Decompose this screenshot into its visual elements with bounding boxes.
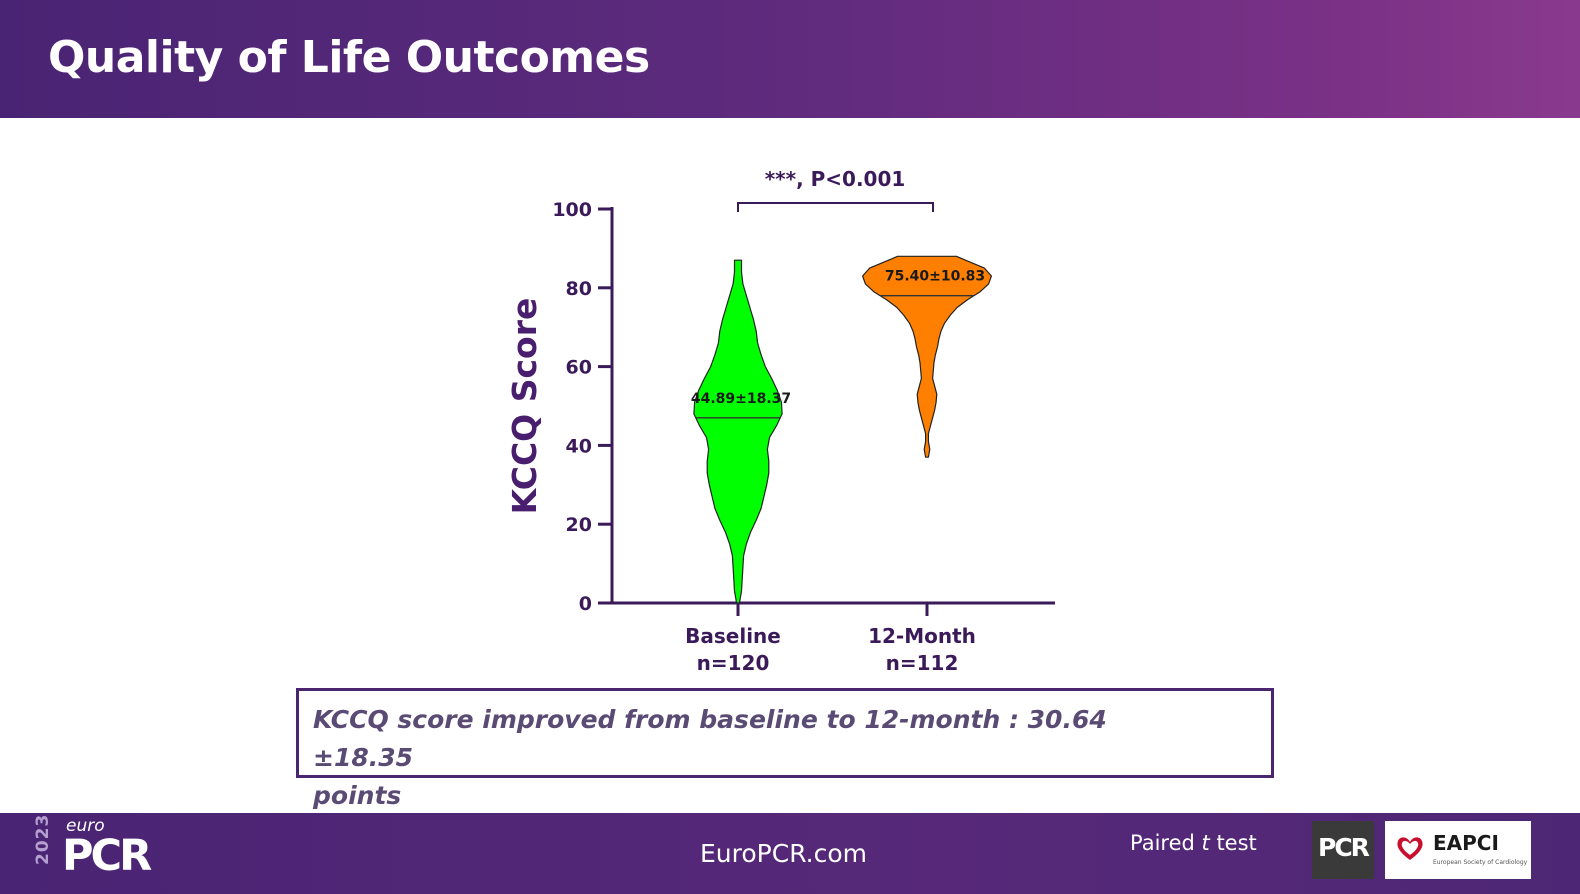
y-tick-label-0: 0 bbox=[579, 593, 592, 615]
eapci-logo-subtext: European Society of Cardiology bbox=[1433, 859, 1528, 866]
statistical-test-note: Paired t test bbox=[1130, 831, 1257, 855]
footer-website[interactable]: EuroPCR.com bbox=[700, 839, 868, 868]
summary-text: KCCQ score improved from baseline to 12-… bbox=[313, 701, 1213, 815]
footer-bar: 2023 euro PCR EuroPCR.com Paired t test … bbox=[0, 813, 1580, 894]
summary-line-2: points bbox=[313, 781, 402, 810]
page-title: Quality of Life Outcomes bbox=[48, 32, 650, 83]
footer-euro: euro bbox=[66, 816, 105, 836]
pcr-logo-text: PCR bbox=[1318, 833, 1370, 862]
test-suffix: test bbox=[1209, 831, 1257, 855]
eapci-logo-text: EAPCI bbox=[1433, 831, 1499, 855]
violin-12-month bbox=[862, 255, 992, 458]
header-bar: Quality of Life Outcomes bbox=[0, 0, 1580, 118]
stat-label-12-month: 75.40±10.83 bbox=[885, 269, 985, 285]
y-tick-label-80: 80 bbox=[566, 278, 592, 300]
chart-svg: 0 20 40 60 80 100 KCCQ Score 44.89±18.37 Baselin… bbox=[505, 167, 1055, 675]
summary-box: KCCQ score improved from baseline to 12-… bbox=[296, 688, 1274, 810]
violin-chart: 0 20 40 60 80 100 KCCQ Score 44.89±18.37 Baselin… bbox=[480, 150, 1100, 685]
significance-label: ***, P<0.001 bbox=[765, 167, 906, 191]
summary-line-1: KCCQ score improved from baseline to 12-… bbox=[313, 705, 1107, 772]
test-prefix: Paired bbox=[1130, 831, 1202, 855]
heart-icon bbox=[1397, 837, 1423, 860]
x-tick-label-baseline: Baseline bbox=[685, 624, 781, 648]
europcr-logo: PCR bbox=[62, 831, 152, 881]
x-tick-label-12-month: 12-Month bbox=[868, 624, 976, 648]
violin-baseline bbox=[693, 259, 783, 604]
footer-year: 2023 bbox=[33, 813, 53, 865]
significance-bracket bbox=[737, 202, 934, 212]
y-tick-label-40: 40 bbox=[566, 435, 592, 457]
pcr-logo: PCR bbox=[1312, 821, 1374, 879]
eapci-logo: EAPCI European Society of Cardiology bbox=[1385, 821, 1531, 879]
n-label-baseline: n=120 bbox=[697, 651, 770, 675]
y-tick-label-60: 60 bbox=[566, 357, 592, 379]
stat-label-baseline: 44.89±18.37 bbox=[691, 391, 791, 407]
y-axis-label: KCCQ Score bbox=[505, 298, 544, 515]
y-tick-label-20: 20 bbox=[566, 514, 592, 536]
y-tick-label-100: 100 bbox=[552, 199, 592, 221]
n-label-12-month: n=112 bbox=[886, 651, 959, 675]
test-italic: t bbox=[1201, 831, 1210, 855]
